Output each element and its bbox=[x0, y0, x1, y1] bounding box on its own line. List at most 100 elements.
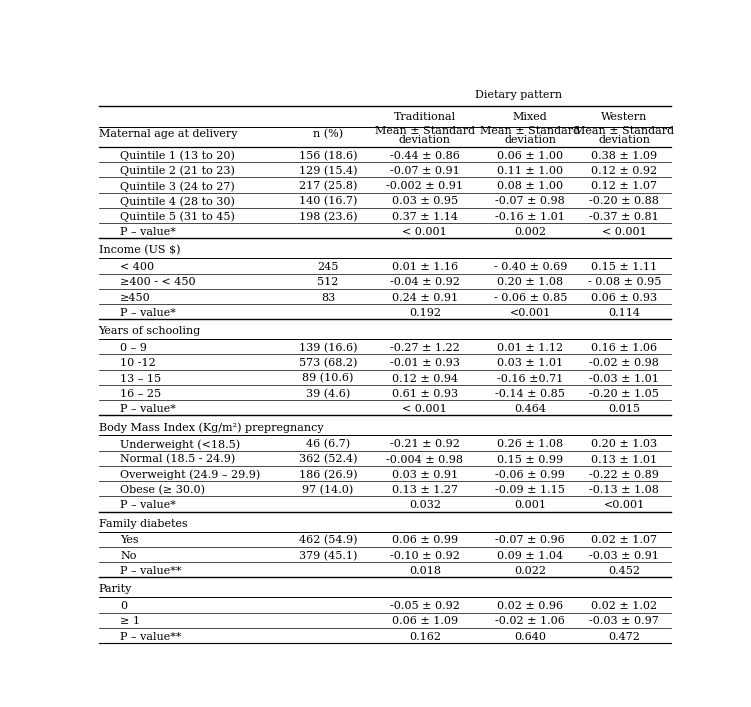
Text: 0.06 ± 1.00: 0.06 ± 1.00 bbox=[497, 151, 563, 160]
Text: -0.002 ± 0.91: -0.002 ± 0.91 bbox=[386, 181, 463, 191]
Text: 140 (16.7): 140 (16.7) bbox=[299, 197, 357, 206]
Text: n (%): n (%) bbox=[313, 129, 343, 139]
Text: 0.452: 0.452 bbox=[608, 566, 641, 576]
Text: 0.20 ± 1.08: 0.20 ± 1.08 bbox=[497, 277, 563, 288]
Text: 0.03 ± 0.95: 0.03 ± 0.95 bbox=[392, 197, 458, 206]
Text: 0.12 ± 0.94: 0.12 ± 0.94 bbox=[392, 373, 458, 384]
Text: 217 (25.8): 217 (25.8) bbox=[299, 181, 357, 192]
Text: 0.162: 0.162 bbox=[409, 631, 441, 642]
Text: 0: 0 bbox=[120, 601, 128, 611]
Text: 0.01 ± 1.16: 0.01 ± 1.16 bbox=[392, 262, 458, 272]
Text: Quintile 1 (13 to 20): Quintile 1 (13 to 20) bbox=[120, 151, 235, 161]
Text: Family diabetes: Family diabetes bbox=[98, 519, 187, 529]
Text: 245: 245 bbox=[317, 262, 339, 272]
Text: -0.05 ± 0.92: -0.05 ± 0.92 bbox=[390, 601, 460, 611]
Text: 0.12 ± 1.07: 0.12 ± 1.07 bbox=[591, 181, 657, 191]
Text: ≥ 1: ≥ 1 bbox=[120, 617, 140, 626]
Text: <0.001: <0.001 bbox=[604, 501, 645, 510]
Text: Quintile 4 (28 to 30): Quintile 4 (28 to 30) bbox=[120, 197, 235, 206]
Text: 0.018: 0.018 bbox=[409, 566, 441, 576]
Text: Mean ± Standard: Mean ± Standard bbox=[480, 126, 581, 136]
Text: -0.04 ± 0.92: -0.04 ± 0.92 bbox=[390, 277, 460, 288]
Text: 0.38 ± 1.09: 0.38 ± 1.09 bbox=[591, 151, 657, 160]
Text: 89 (10.6): 89 (10.6) bbox=[302, 373, 354, 384]
Text: -0.02 ± 1.06: -0.02 ± 1.06 bbox=[495, 617, 566, 626]
Text: <0.001: <0.001 bbox=[510, 308, 550, 318]
Text: 0.002: 0.002 bbox=[514, 227, 546, 237]
Text: Mean ± Standard: Mean ± Standard bbox=[575, 126, 674, 136]
Text: -0.02 ± 0.98: -0.02 ± 0.98 bbox=[590, 358, 659, 368]
Text: 129 (15.4): 129 (15.4) bbox=[299, 166, 357, 176]
Text: 0.20 ± 1.03: 0.20 ± 1.03 bbox=[591, 439, 657, 449]
Text: -0.44 ± 0.86: -0.44 ± 0.86 bbox=[390, 151, 460, 160]
Text: 0.022: 0.022 bbox=[514, 566, 546, 576]
Text: P – value*: P – value* bbox=[120, 404, 176, 414]
Text: 0.16 ± 1.06: 0.16 ± 1.06 bbox=[591, 343, 657, 353]
Text: -0.03 ± 0.97: -0.03 ± 0.97 bbox=[590, 617, 659, 626]
Text: Quintile 3 (24 to 27): Quintile 3 (24 to 27) bbox=[120, 181, 235, 192]
Text: -0.10 ± 0.92: -0.10 ± 0.92 bbox=[390, 551, 460, 561]
Text: deviation: deviation bbox=[399, 135, 451, 145]
Text: -0.09 ± 1.15: -0.09 ± 1.15 bbox=[495, 485, 566, 495]
Text: 83: 83 bbox=[321, 293, 335, 303]
Text: Income (US $): Income (US $) bbox=[98, 245, 180, 256]
Text: 0.06 ± 1.09: 0.06 ± 1.09 bbox=[392, 617, 458, 626]
Text: P – value*: P – value* bbox=[120, 501, 176, 510]
Text: 0.015: 0.015 bbox=[608, 404, 641, 414]
Text: -0.22 ± 0.89: -0.22 ± 0.89 bbox=[590, 469, 659, 480]
Text: ≥400 - < 450: ≥400 - < 450 bbox=[120, 277, 196, 288]
Text: 0.06 ± 0.99: 0.06 ± 0.99 bbox=[392, 535, 458, 545]
Text: Traditional: Traditional bbox=[394, 112, 456, 122]
Text: deviation: deviation bbox=[504, 135, 556, 145]
Text: Maternal age at delivery: Maternal age at delivery bbox=[98, 129, 237, 139]
Text: Obese (≥ 30.0): Obese (≥ 30.0) bbox=[120, 485, 205, 495]
Text: -0.13 ± 1.08: -0.13 ± 1.08 bbox=[590, 485, 659, 495]
Text: 0.01 ± 1.12: 0.01 ± 1.12 bbox=[497, 343, 563, 353]
Text: 0.640: 0.640 bbox=[514, 631, 546, 642]
Text: -0.37 ± 0.81: -0.37 ± 0.81 bbox=[590, 211, 659, 222]
Text: 0.001: 0.001 bbox=[514, 501, 546, 510]
Text: 462 (54.9): 462 (54.9) bbox=[299, 535, 357, 546]
Text: deviation: deviation bbox=[599, 135, 650, 145]
Text: -0.21 ± 0.92: -0.21 ± 0.92 bbox=[390, 439, 460, 449]
Text: - 0.06 ± 0.85: - 0.06 ± 0.85 bbox=[493, 293, 567, 303]
Text: 0.09 ± 1.04: 0.09 ± 1.04 bbox=[497, 551, 563, 561]
Text: 0.472: 0.472 bbox=[608, 631, 641, 642]
Text: Body Mass Index (Kg/m²) prepregnancy: Body Mass Index (Kg/m²) prepregnancy bbox=[98, 422, 323, 433]
Text: 0.15 ± 1.11: 0.15 ± 1.11 bbox=[591, 262, 657, 272]
Text: Overweight (24.9 – 29.9): Overweight (24.9 – 29.9) bbox=[120, 469, 261, 480]
Text: Years of schooling: Years of schooling bbox=[98, 327, 201, 337]
Text: < 0.001: < 0.001 bbox=[403, 227, 447, 237]
Text: -0.07 ± 0.96: -0.07 ± 0.96 bbox=[496, 535, 565, 545]
Text: 0.61 ± 0.93: 0.61 ± 0.93 bbox=[392, 389, 458, 399]
Text: 0.06 ± 0.93: 0.06 ± 0.93 bbox=[591, 293, 657, 303]
Text: Parity: Parity bbox=[98, 585, 132, 595]
Text: Quintile 5 (31 to 45): Quintile 5 (31 to 45) bbox=[120, 211, 235, 222]
Text: -0.07 ± 0.98: -0.07 ± 0.98 bbox=[496, 197, 565, 206]
Text: 0.11 ± 1.00: 0.11 ± 1.00 bbox=[497, 166, 563, 176]
Text: -0.14 ± 0.85: -0.14 ± 0.85 bbox=[495, 389, 566, 399]
Text: 573 (68.2): 573 (68.2) bbox=[299, 358, 357, 368]
Text: 0.02 ± 0.96: 0.02 ± 0.96 bbox=[497, 601, 563, 611]
Text: < 0.001: < 0.001 bbox=[602, 227, 647, 237]
Text: -0.16 ±0.71: -0.16 ±0.71 bbox=[497, 373, 563, 384]
Text: -0.03 ± 1.01: -0.03 ± 1.01 bbox=[590, 373, 659, 384]
Text: 0.03 ± 1.01: 0.03 ± 1.01 bbox=[497, 358, 563, 368]
Text: 0.08 ± 1.00: 0.08 ± 1.00 bbox=[497, 181, 563, 191]
Text: - 0.40 ± 0.69: - 0.40 ± 0.69 bbox=[493, 262, 567, 272]
Text: 0.15 ± 0.99: 0.15 ± 0.99 bbox=[497, 455, 563, 464]
Text: 0.464: 0.464 bbox=[514, 404, 546, 414]
Text: 16 – 25: 16 – 25 bbox=[120, 389, 161, 399]
Text: 362 (52.4): 362 (52.4) bbox=[299, 455, 357, 464]
Text: 0.02 ± 1.02: 0.02 ± 1.02 bbox=[591, 601, 657, 611]
Text: -0.06 ± 0.99: -0.06 ± 0.99 bbox=[495, 469, 566, 480]
Text: 186 (26.9): 186 (26.9) bbox=[299, 469, 357, 480]
Text: 0.12 ± 0.92: 0.12 ± 0.92 bbox=[591, 166, 657, 176]
Text: Western: Western bbox=[601, 112, 647, 122]
Text: Dietary pattern: Dietary pattern bbox=[475, 90, 562, 100]
Text: -0.20 ± 0.88: -0.20 ± 0.88 bbox=[590, 197, 659, 206]
Text: 13 – 15: 13 – 15 bbox=[120, 373, 161, 384]
Text: 0.192: 0.192 bbox=[409, 308, 441, 318]
Text: P – value**: P – value** bbox=[120, 566, 182, 576]
Text: 512: 512 bbox=[317, 277, 339, 288]
